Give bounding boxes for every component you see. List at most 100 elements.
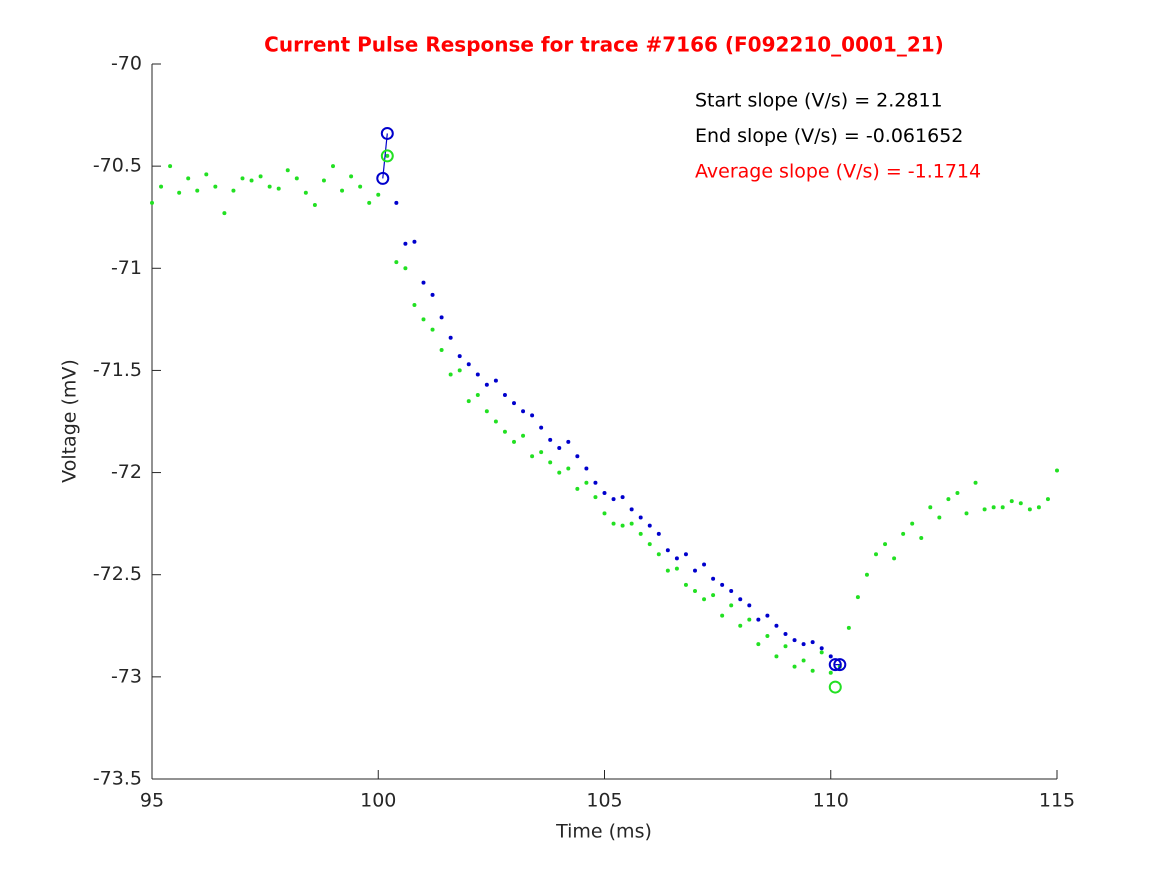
- y-tick-label: -71.5: [93, 359, 142, 381]
- data-point: [620, 523, 625, 528]
- data-point: [828, 670, 833, 675]
- data-point: [919, 535, 924, 540]
- data-point: [901, 531, 906, 536]
- data-point: [656, 552, 661, 557]
- data-point: [475, 372, 480, 377]
- data-point: [512, 439, 516, 444]
- data-point: [204, 172, 209, 177]
- data-point: [258, 174, 263, 179]
- data-point: [493, 378, 498, 383]
- data-point: [294, 176, 299, 181]
- data-point: [376, 192, 381, 197]
- data-point: [421, 280, 426, 285]
- data-point: [493, 419, 498, 424]
- data-point: [557, 470, 562, 475]
- circle-marker: [828, 658, 842, 672]
- data-point: [629, 507, 634, 512]
- data-point: [665, 568, 670, 573]
- y-axis-label: Voltage (mV): [59, 359, 81, 483]
- data-point: [539, 425, 544, 430]
- data-point: [321, 178, 326, 183]
- data-point: [864, 572, 869, 577]
- data-point: [846, 625, 851, 630]
- data-point: [702, 562, 707, 567]
- data-point: [267, 184, 272, 189]
- data-point: [756, 642, 761, 647]
- data-point: [665, 548, 670, 553]
- data-point: [720, 613, 725, 618]
- data-point: [331, 164, 335, 169]
- data-point: [693, 589, 697, 594]
- data-point: [312, 202, 317, 207]
- data-point: [991, 505, 996, 510]
- data-point: [765, 634, 770, 638]
- data-point: [792, 664, 797, 669]
- data-point: [611, 521, 616, 526]
- annotation: Average slope (V/s) = -1.1714: [695, 161, 981, 183]
- data-point: [674, 566, 679, 571]
- data-point: [674, 556, 679, 561]
- data-point: [213, 184, 218, 189]
- data-point: [358, 184, 363, 189]
- data-point: [1055, 468, 1059, 473]
- data-point: [394, 260, 399, 265]
- data-point: [502, 392, 507, 397]
- data-point: [448, 335, 453, 340]
- data-point: [367, 200, 372, 205]
- data-point: [403, 266, 408, 271]
- x-tick-label: 95: [140, 790, 164, 812]
- data-point: [548, 437, 553, 442]
- data-point: [892, 556, 897, 561]
- data-point: [512, 401, 516, 406]
- data-point: [394, 200, 399, 205]
- data-point: [883, 542, 888, 547]
- data-point: [819, 650, 824, 655]
- data-point: [738, 597, 743, 602]
- data-point: [385, 153, 390, 158]
- data-point: [530, 454, 535, 459]
- data-point: [557, 446, 562, 451]
- data-point: [801, 642, 806, 647]
- data-point: [819, 646, 824, 651]
- data-point: [593, 495, 598, 500]
- data-point: [1000, 505, 1005, 510]
- data-point: [638, 515, 643, 520]
- data-point: [602, 511, 607, 516]
- data-point: [231, 188, 236, 193]
- data-point: [249, 178, 254, 183]
- data-point: [810, 668, 815, 673]
- data-point: [729, 603, 734, 608]
- data-point: [774, 654, 779, 659]
- circle-marker: [828, 680, 842, 694]
- data-point: [783, 631, 788, 636]
- data-point: [575, 454, 580, 459]
- data-point: [738, 623, 743, 628]
- data-point: [702, 597, 707, 602]
- data-point: [711, 576, 716, 581]
- data-point: [521, 409, 526, 414]
- y-tick-label: -73.5: [93, 768, 142, 790]
- data-point: [792, 638, 797, 643]
- data-point: [855, 595, 860, 600]
- data-point: [430, 327, 435, 332]
- data-point: [168, 164, 173, 169]
- data-point: [647, 523, 652, 528]
- data-point: [964, 511, 969, 516]
- data-point: [946, 497, 951, 502]
- data-point: [439, 315, 444, 320]
- data-point: [955, 491, 960, 495]
- data-point: [448, 372, 453, 377]
- x-tick-label: 110: [813, 790, 849, 812]
- data-point: [159, 184, 164, 189]
- data-point: [729, 589, 734, 594]
- data-point: [747, 617, 752, 622]
- data-point: [466, 399, 471, 404]
- data-point: [1045, 497, 1050, 502]
- data-point: [1009, 499, 1014, 504]
- data-point: [810, 640, 815, 645]
- data-point: [611, 497, 616, 502]
- data-point: [349, 174, 354, 179]
- data-point: [195, 188, 200, 193]
- data-point: [566, 439, 571, 444]
